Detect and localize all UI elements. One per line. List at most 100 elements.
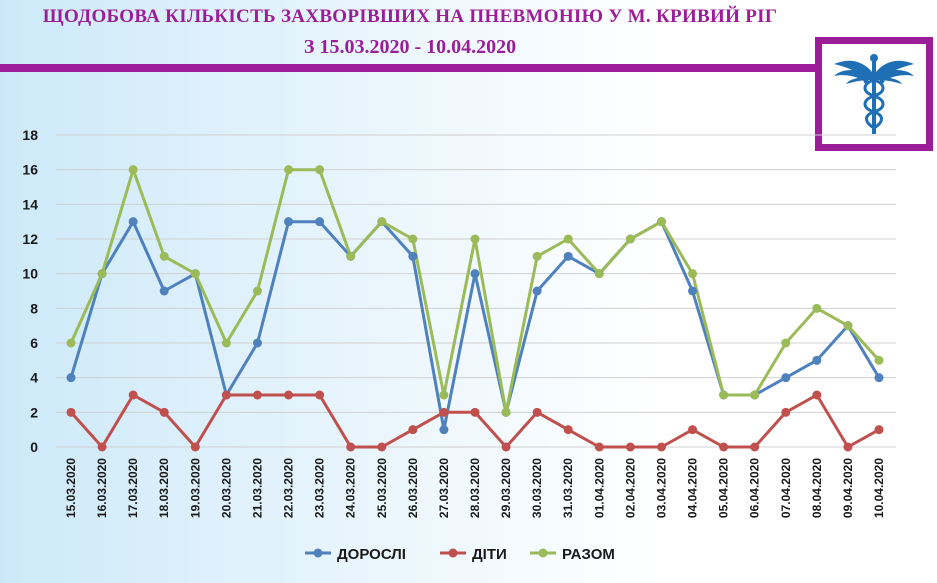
x-tick-label: 10.04.2020 [872,458,886,518]
data-point [408,234,418,244]
data-point [315,165,325,175]
x-axis-ticks: 15.03.2020 16.03.2020 17.03.2020 18.03.2020… [64,458,886,518]
x-tick-label: 05.04.2020 [717,458,731,518]
series-line-1 [69,393,880,449]
x-tick-label: 23.03.2020 [313,458,327,518]
data-point [128,217,138,227]
legend-marker [313,548,323,558]
data-point [843,321,853,331]
data-point [284,165,294,175]
data-point [594,442,604,452]
x-tick-label: 04.04.2020 [686,458,700,518]
data-point [128,390,138,400]
data-point [812,390,822,400]
data-point [532,286,542,296]
data-point [719,442,729,452]
data-point [688,286,698,296]
x-tick-label: 03.04.2020 [654,458,668,518]
x-tick-label: 29.03.2020 [499,458,513,518]
data-point [377,217,387,227]
data-point [252,286,262,296]
data-point [439,390,449,400]
x-tick-label: 21.03.2020 [250,458,264,518]
data-point [812,303,822,313]
data-point [750,390,760,400]
data-point [377,442,387,452]
data-point [221,338,231,348]
data-point [470,234,480,244]
x-tick-label: 20.03.2020 [219,458,233,518]
header-band [0,64,818,72]
data-point [594,269,604,279]
data-point [563,425,573,435]
data-point [625,442,635,452]
y-tick-label: 6 [30,335,38,351]
y-tick-label: 8 [30,300,38,316]
data-point [346,251,356,261]
data-point [470,269,480,279]
y-tick-label: 0 [30,439,38,455]
data-point [190,442,200,452]
x-tick-label: 17.03.2020 [126,458,140,518]
data-point [159,407,169,417]
series-line-0 [69,220,881,432]
data-point [750,442,760,452]
y-tick-label: 14 [22,196,38,212]
data-point [470,407,480,417]
x-tick-label: 28.03.2020 [468,458,482,518]
data-point [284,390,294,400]
x-tick-label: 25.03.2020 [375,458,389,518]
data-point [66,407,76,417]
data-point [408,425,418,435]
data-point [501,407,511,417]
y-tick-label: 16 [22,162,38,178]
y-tick-label: 4 [30,370,38,386]
x-tick-label: 19.03.2020 [188,458,202,518]
data-point [563,234,573,244]
data-point [315,390,325,400]
gridlines [56,134,896,448]
y-tick-label: 12 [22,231,38,247]
x-tick-label: 26.03.2020 [406,458,420,518]
chart-title: ЩОДОБОВА КІЛЬКІСТЬ ЗАХВОРІВШИХ НА ПНЕВМО… [42,6,778,27]
data-point [625,234,635,244]
legend-label: РАЗОМ [562,546,615,563]
y-tick-label: 18 [22,127,38,143]
x-tick-label: 08.04.2020 [810,458,824,518]
data-point [719,390,729,400]
data-point [563,251,573,261]
y-tick-label: 10 [22,266,38,282]
data-point [346,442,356,452]
x-tick-label: 01.04.2020 [592,458,606,518]
data-point [812,355,822,365]
x-tick-label: 09.04.2020 [841,458,855,518]
x-tick-label: 31.03.2020 [561,458,575,518]
data-point [532,407,542,417]
legend-label: ДІТИ [472,546,507,563]
data-point [501,442,511,452]
data-point [284,217,294,227]
data-point [252,390,262,400]
data-point [656,442,666,452]
series-points [66,165,884,452]
x-tick-label: 06.04.2020 [748,458,762,518]
data-point [315,217,325,227]
data-point [221,390,231,400]
logo [815,37,933,151]
data-point [843,442,853,452]
data-point [532,251,542,261]
chart-subtitle: З 15.03.2020 - 10.04.2020 [303,36,517,58]
data-point [439,407,449,417]
data-point [781,373,791,383]
data-point [874,425,884,435]
legend-marker [538,548,548,558]
x-tick-label: 22.03.2020 [282,458,296,518]
data-point [66,373,76,383]
data-point [874,373,884,383]
x-tick-label: 30.03.2020 [530,458,544,518]
x-tick-label: 27.03.2020 [437,458,451,518]
caduceus-icon [834,54,914,134]
data-point [159,286,169,296]
data-point [408,251,418,261]
